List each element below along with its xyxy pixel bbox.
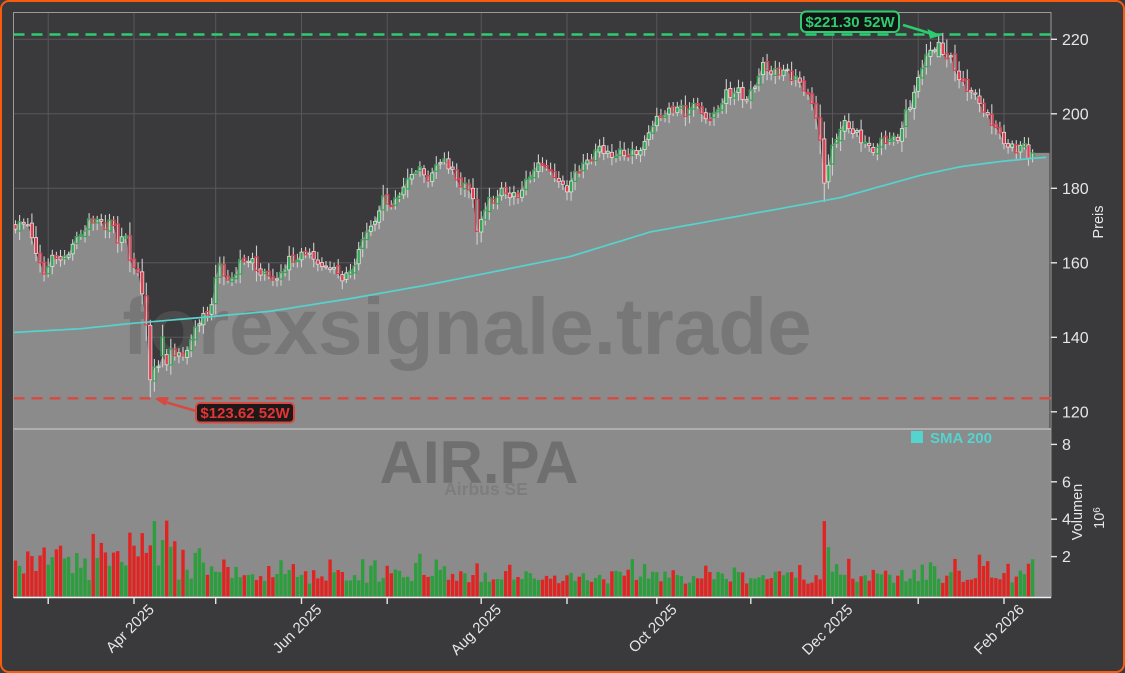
svg-text:AIR.PA: AIR.PA (380, 429, 579, 496)
svg-text:SMA 200: SMA 200 (930, 430, 992, 447)
svg-text:2: 2 (1062, 549, 1071, 566)
svg-text:$221.30 52W: $221.30 52W (805, 14, 895, 31)
svg-text:140: 140 (1062, 330, 1089, 347)
svg-text:Preis: Preis (1091, 205, 1107, 238)
svg-text:180: 180 (1062, 181, 1089, 198)
svg-text:120: 120 (1062, 404, 1089, 421)
svg-text:200: 200 (1062, 106, 1089, 123)
svg-text:forexsignale.trade: forexsignale.trade (122, 282, 811, 371)
svg-text:4: 4 (1062, 512, 1071, 529)
svg-text:$123.62 52W: $123.62 52W (200, 405, 290, 422)
svg-text:Airbus SE: Airbus SE (444, 479, 528, 499)
svg-text:8: 8 (1062, 437, 1071, 454)
svg-text:6: 6 (1062, 474, 1071, 491)
svg-text:Volumen: Volumen (1070, 484, 1086, 540)
svg-text:220: 220 (1062, 32, 1089, 49)
svg-text:160: 160 (1062, 255, 1089, 272)
